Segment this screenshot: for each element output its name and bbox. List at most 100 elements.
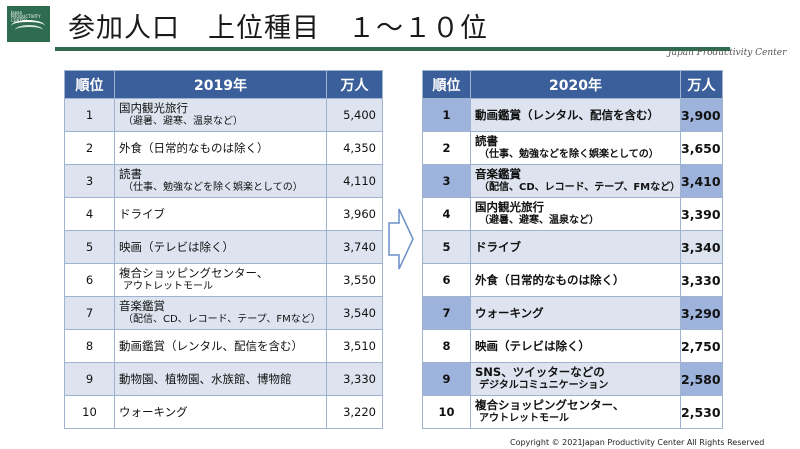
rank-cell: 2 [422, 131, 471, 165]
activity-name: ドライブ [475, 240, 521, 254]
logo-swoosh-icon [11, 20, 45, 32]
rank-cell: 6 [64, 263, 115, 297]
value-cell: 3,330 [326, 362, 383, 396]
activity-cell: 映画（テレビは除く） [470, 329, 681, 363]
activity-cell: ウォーキング [114, 395, 327, 429]
table-row: 1 国内観光旅行 （避暑、避寒、温泉など） 5,400 [64, 98, 383, 132]
activity-name: 読書 [119, 167, 142, 181]
activity-subtext: （配信、CD、レコード、テープ、FMなど） [123, 314, 321, 325]
activity-name: 外食（日常的なものは除く） [119, 141, 269, 155]
activity-name: 外食（日常的なものは除く） [475, 273, 625, 287]
value-cell: 3,740 [326, 230, 383, 264]
value-cell: 3,220 [326, 395, 383, 429]
col-rank-header: 順位 [422, 70, 471, 99]
activity-cell: 複合ショッピングセンター、 アウトレットモール [470, 395, 681, 429]
activity-cell: 音楽鑑賞 （配信、CD、レコード、テープ、FMなど） [470, 164, 681, 198]
rank-cell: 8 [422, 329, 471, 363]
activity-cell: 国内観光旅行 （避暑、避寒、温泉など） [114, 98, 327, 132]
activity-name: ウォーキング [475, 306, 544, 320]
value-cell: 3,340 [680, 230, 723, 264]
page-title: 参加人口 上位種目 １～１０位 [68, 13, 488, 44]
activity-subtext: アウトレットモール [123, 281, 213, 292]
rank-cell: 3 [422, 164, 471, 198]
rank-cell: 5 [64, 230, 115, 264]
table-row: 4 ドライブ 3,960 [64, 197, 383, 231]
value-cell: 3,900 [680, 98, 723, 132]
value-cell: 3,290 [680, 296, 723, 330]
table-2020-header: 順位 2020年 万人 [422, 70, 723, 99]
col-year-header: 2019年 [114, 70, 327, 99]
table-row: 9 SNS、ツイッターなどの デジタルコミュニケーション 2,580 [422, 362, 723, 396]
activity-cell: 外食（日常的なものは除く） [470, 263, 681, 297]
table-row: 8 動画鑑賞（レンタル、配信を含む） 3,510 [64, 329, 383, 363]
activity-subtext: （避暑、避寒、温泉など） [479, 215, 599, 226]
activity-name: 動画鑑賞（レンタル、配信を含む） [119, 339, 303, 353]
table-row: 6 複合ショッピングセンター、 アウトレットモール 3,550 [64, 263, 383, 297]
col-unit-header: 万人 [680, 70, 723, 99]
value-cell: 3,650 [680, 131, 723, 165]
logo-swoosh-icon-2 [15, 25, 43, 35]
table-row: 5 映画（テレビは除く） 3,740 [64, 230, 383, 264]
rank-cell: 10 [64, 395, 115, 429]
value-cell: 3,960 [326, 197, 383, 231]
activity-cell: 読書 （仕事、勉強などを除く娯楽としての） [470, 131, 681, 165]
table-row: 3 音楽鑑賞 （配信、CD、レコード、テープ、FMなど） 3,410 [422, 164, 723, 198]
activity-cell: 動画鑑賞（レンタル、配信を含む） [470, 98, 681, 132]
table-row: 10 複合ショッピングセンター、 アウトレットモール 2,530 [422, 395, 723, 429]
table-row: 8 映画（テレビは除く） 2,750 [422, 329, 723, 363]
activity-name: ドライブ [119, 207, 165, 221]
table-row: 5 ドライブ 3,340 [422, 230, 723, 264]
value-cell: 5,400 [326, 98, 383, 132]
activity-subtext: （配信、CD、レコード、テープ、FMなど） [479, 182, 681, 193]
activity-name: 国内観光旅行 [119, 101, 188, 115]
logo-text-2: PRODUCTIVITY [11, 14, 41, 19]
activity-cell: 動物園、植物園、水族館、博物館 [114, 362, 327, 396]
activity-cell: ドライブ [470, 230, 681, 264]
activity-subtext: （仕事、勉強などを除く娯楽としての） [123, 182, 303, 193]
table-row: 9 動物園、植物園、水族館、博物館 3,330 [64, 362, 383, 396]
rank-cell: 1 [422, 98, 471, 132]
table-row: 1 動画鑑賞（レンタル、配信を含む） 3,900 [422, 98, 723, 132]
value-cell: 4,350 [326, 131, 383, 165]
activity-name: 映画（テレビは除く） [475, 339, 590, 353]
activity-cell: 音楽鑑賞 （配信、CD、レコード、テープ、FMなど） [114, 296, 327, 330]
table-row: 10 ウォーキング 3,220 [64, 395, 383, 429]
right-arrow-icon [388, 208, 414, 270]
col-rank-header: 順位 [64, 70, 115, 99]
activity-name: 動物園、植物園、水族館、博物館 [119, 372, 292, 386]
value-cell: 3,540 [326, 296, 383, 330]
activity-subtext: デジタルコミュニケーション [479, 380, 609, 391]
table-row: 6 外食（日常的なものは除く） 3,330 [422, 263, 723, 297]
activity-cell: ウォーキング [470, 296, 681, 330]
activity-name: SNS、ツイッターなどの [475, 365, 605, 379]
activity-cell: 外食（日常的なものは除く） [114, 131, 327, 165]
table-row: 4 国内観光旅行 （避暑、避寒、温泉など） 3,390 [422, 197, 723, 231]
rank-cell: 6 [422, 263, 471, 297]
rank-cell: 4 [422, 197, 471, 231]
value-cell: 3,390 [680, 197, 723, 231]
table-row: 7 音楽鑑賞 （配信、CD、レコード、テープ、FMなど） 3,540 [64, 296, 383, 330]
activity-cell: 複合ショッピングセンター、 アウトレットモール [114, 263, 327, 297]
col-year-header: 2020年 [470, 70, 681, 99]
activity-cell: ドライブ [114, 197, 327, 231]
activity-name: 国内観光旅行 [475, 200, 544, 214]
rank-cell: 7 [64, 296, 115, 330]
value-cell: 3,410 [680, 164, 723, 198]
activity-name: ウォーキング [119, 405, 188, 419]
activity-cell: 読書 （仕事、勉強などを除く娯楽としての） [114, 164, 327, 198]
activity-subtext: アウトレットモール [479, 413, 569, 424]
activity-cell: 映画（テレビは除く） [114, 230, 327, 264]
rank-cell: 1 [64, 98, 115, 132]
activity-name: 音楽鑑賞 [475, 167, 521, 181]
table-2020: 順位 2020年 万人 1 動画鑑賞（レンタル、配信を含む） 3,900 2 読書 （仕事… [422, 70, 723, 429]
activity-name: 読書 [475, 134, 498, 148]
table-2019-header: 順位 2019年 万人 [64, 70, 383, 99]
rank-cell: 9 [64, 362, 115, 396]
rank-cell: 10 [422, 395, 471, 429]
rank-cell: 3 [64, 164, 115, 198]
activity-subtext: （仕事、勉強などを除く娯楽としての） [479, 149, 659, 160]
value-cell: 2,530 [680, 395, 723, 429]
value-cell: 3,330 [680, 263, 723, 297]
activity-name: 複合ショッピングセンター、 [475, 398, 625, 412]
rank-cell: 8 [64, 329, 115, 363]
